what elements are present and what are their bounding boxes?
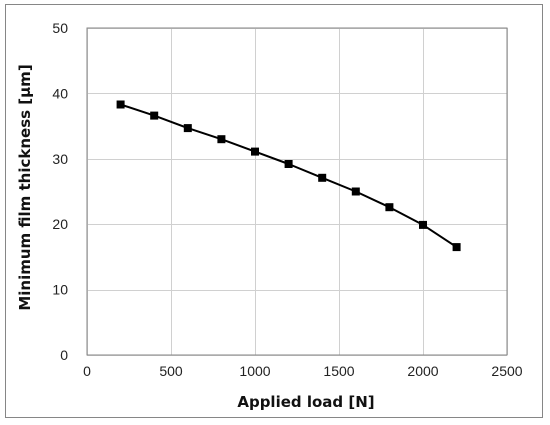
- x-axis-title: Applied load [N]: [237, 393, 374, 411]
- data-point: [116, 100, 125, 109]
- y-tick-label: 0: [60, 347, 68, 363]
- y-tick-label: 10: [52, 282, 68, 298]
- x-tick-label: 0: [83, 363, 91, 379]
- data-point: [351, 187, 360, 196]
- chart-frame: [5, 4, 543, 418]
- data-point: [385, 203, 394, 212]
- data-point: [217, 135, 226, 144]
- x-tick-label: 500: [159, 363, 183, 379]
- y-axis-title: Minimum film thickness [μm]: [16, 64, 34, 310]
- data-point: [284, 160, 293, 168]
- y-tick-label: 20: [52, 216, 68, 232]
- series-layer: [116, 100, 461, 252]
- data-point: [452, 243, 461, 252]
- grid-lines: [87, 28, 508, 356]
- data-point: [150, 111, 159, 120]
- x-tick-label: 1000: [239, 363, 270, 379]
- y-tick-label: 50: [52, 20, 68, 36]
- y-tick-label: 30: [52, 151, 68, 167]
- y-tick-label: 40: [52, 85, 68, 101]
- plot-area: [86, 27, 508, 356]
- x-axis-ticks: 0 500 1000 1500 2000 2500: [83, 363, 523, 379]
- data-point: [318, 173, 327, 182]
- data-point: [251, 147, 259, 156]
- x-tick-label: 1500: [323, 363, 354, 379]
- x-tick-label: 2500: [491, 363, 522, 379]
- x-tick-label: 2000: [407, 363, 438, 379]
- y-axis-ticks: 0 10 20 30 40 50: [52, 20, 68, 363]
- data-point: [183, 124, 192, 133]
- data-point: [419, 220, 427, 229]
